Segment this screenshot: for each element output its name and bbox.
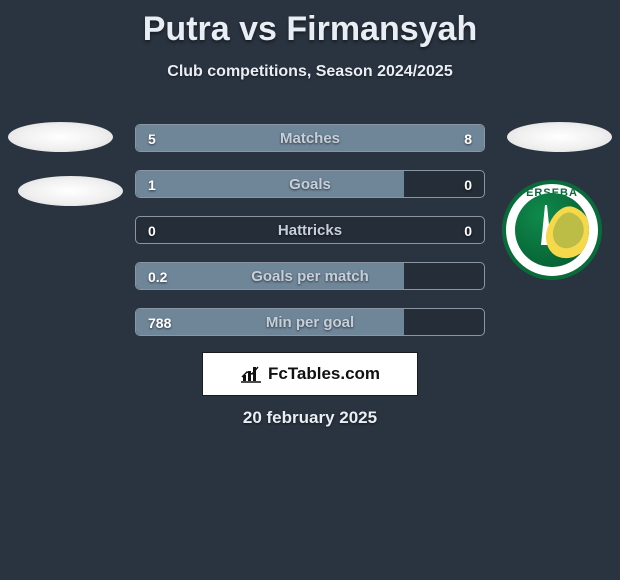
stat-row-goals: 1 0 Goals [135,170,485,198]
stat-label: Goals [136,171,484,197]
stat-label: Goals per match [136,263,484,289]
brand-text: FcTables.com [268,364,380,384]
brand-badge[interactable]: FcTables.com [202,352,418,396]
right-team-logo-2: ERSEBA [502,180,602,280]
left-team-logo-1 [8,122,113,152]
page-title: Putra vs Firmansyah [0,0,620,49]
stat-label: Hattricks [136,217,484,243]
stat-label: Matches [136,125,484,151]
stat-row-goals-per-match: 0.2 Goals per match [135,262,485,290]
stat-row-hattricks: 0 0 Hattricks [135,216,485,244]
generation-date: 20 february 2025 [0,408,620,428]
stats-panel: 5 8 Matches 1 0 Goals 0 0 Hattricks 0.2 … [135,124,485,354]
stat-row-min-per-goal: 788 Min per goal [135,308,485,336]
bar-chart-icon [240,365,262,383]
stat-row-matches: 5 8 Matches [135,124,485,152]
left-team-logo-2 [18,176,123,206]
page-subtitle: Club competitions, Season 2024/2025 [0,63,620,81]
right-team-logo-1 [507,122,612,152]
stat-label: Min per goal [136,309,484,335]
